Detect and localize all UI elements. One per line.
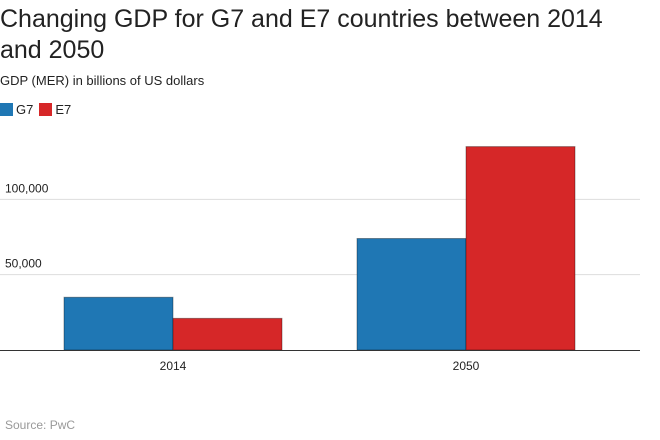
source-note: Source: PwC	[5, 418, 76, 432]
bar-e7-2050	[465, 146, 576, 351]
legend-swatch-e7	[39, 103, 53, 116]
legend-item-g7: G7	[0, 102, 33, 117]
chart-title: Changing GDP for G7 and E7 countries bet…	[0, 5, 603, 64]
y-tick-label-50000: 50,000	[5, 257, 42, 271]
bar-chart: 50,000 100,000 2014 2050	[0, 146, 640, 373]
bars	[63, 146, 576, 351]
legend-item-e7: E7	[39, 102, 71, 117]
bar-g7-2014	[63, 296, 174, 351]
axes: 2014 2050	[0, 350, 640, 373]
bar-e7-2014	[172, 317, 283, 351]
chart-subtitle: GDP (MER) in billions of US dollars	[0, 73, 205, 88]
y-tick-label-100000: 100,000	[5, 181, 49, 195]
x-tick-label-2050: 2050	[453, 359, 480, 373]
legend-swatch-g7	[0, 103, 13, 116]
x-tick-label-2014: 2014	[160, 359, 187, 373]
legend: G7 E7	[0, 102, 77, 117]
legend-label-e7: E7	[55, 102, 72, 117]
legend-label-g7: G7	[16, 102, 34, 117]
bar-g7-2050	[356, 238, 467, 351]
